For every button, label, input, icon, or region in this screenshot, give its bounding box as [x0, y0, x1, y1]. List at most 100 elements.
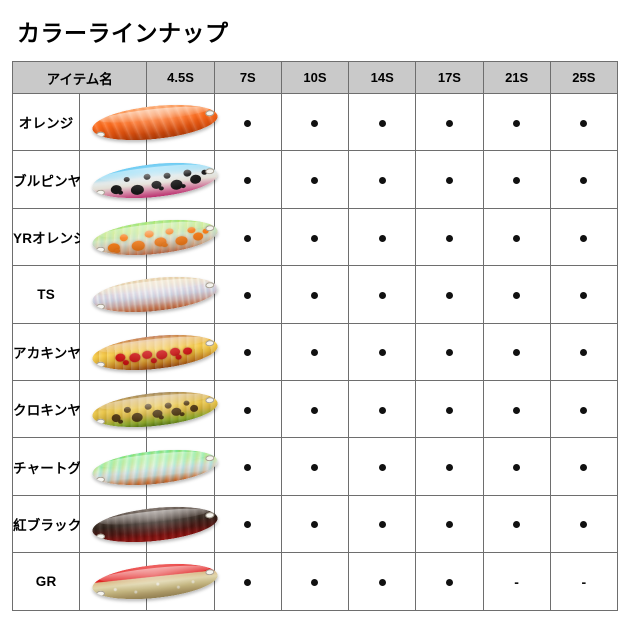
unavailable-dash-icon: - [581, 573, 587, 590]
availability-cell [549, 437, 619, 496]
available-dot-icon [580, 177, 588, 185]
availability-cell [415, 322, 484, 381]
available-dot-icon [311, 234, 319, 242]
availability-cell [482, 494, 551, 554]
lure-image [80, 440, 230, 494]
spoon-lure-body [90, 558, 220, 605]
lure-spot [182, 346, 193, 355]
lure-spot [158, 415, 164, 420]
lure-spot [118, 419, 124, 425]
lure-image [80, 554, 230, 608]
lure-spot [158, 185, 164, 191]
availability-cell [280, 379, 350, 439]
lure-spot [163, 171, 171, 179]
lure-image-cell [79, 150, 220, 209]
color-name-cell: ブルピンヤマメ [11, 150, 109, 209]
availability-cell [213, 494, 282, 554]
availability-cell [415, 265, 484, 324]
lure-spot [143, 172, 151, 180]
lure-spot [156, 348, 169, 360]
available-dot-icon [311, 464, 319, 472]
availability-cell [280, 437, 350, 496]
column-header-size-4-5s: 4.5S [146, 61, 215, 94]
lure-spot [123, 406, 131, 413]
availability-cell [280, 322, 350, 381]
available-dot-icon [311, 406, 319, 414]
availability-cell [415, 150, 484, 209]
available-dot-icon [513, 406, 521, 414]
availability-cell [348, 379, 417, 439]
unavailable-dash-icon: - [514, 573, 519, 590]
available-dot-icon [378, 406, 386, 414]
spoon-lure-body [90, 501, 220, 548]
lure-spot [130, 183, 145, 196]
spoon-lure-body [90, 444, 220, 491]
lure-image [80, 382, 230, 436]
availability-cell [348, 494, 417, 554]
available-dot-icon [445, 119, 453, 127]
availability-cell [549, 379, 619, 439]
lure-finish [90, 501, 220, 548]
lure-spot-pattern [91, 387, 220, 433]
availability-cell [348, 322, 417, 381]
availability-cell [280, 92, 350, 152]
available-dot-icon [311, 291, 319, 299]
color-name-cell: クロキンヤマメ [11, 379, 108, 439]
lure-image [80, 95, 230, 149]
available-dot-icon [580, 234, 588, 242]
available-dot-icon [311, 349, 319, 357]
table-body: オレンジブルピンヤマメ YRオレンジヤマメ TS アカキンヤマメ クロキンヤマメチャート… [11, 92, 619, 611]
available-dot-icon [513, 234, 521, 242]
availability-cell [482, 437, 551, 496]
lure-finish [90, 271, 220, 318]
table-row: 紅ブラック [11, 494, 619, 554]
available-dot-icon [378, 521, 386, 529]
page-title: カラーラインナップ [17, 20, 229, 46]
available-dot-icon [445, 406, 453, 414]
availability-cell [549, 494, 619, 554]
lure-spot [114, 248, 121, 254]
header-row: アイテム名 4.5S 7S 10S 14S 17S 21S 25S [11, 61, 619, 94]
column-header-size-14s: 14S [348, 61, 417, 94]
availability-cell [415, 552, 484, 611]
column-header-size-10s: 10S [280, 61, 350, 94]
column-header-item-name: アイテム名 [11, 61, 148, 94]
lure-image [80, 325, 230, 379]
availability-cell [280, 552, 350, 611]
available-dot-icon [580, 291, 588, 299]
lure-image [80, 497, 230, 551]
lure-finish [90, 99, 220, 146]
color-name-cell: GR [11, 552, 81, 611]
available-dot-icon [513, 349, 521, 357]
available-dot-icon [311, 177, 319, 185]
availability-cell [213, 379, 282, 439]
availability-cell: - [482, 552, 551, 611]
color-name-label: オレンジ [18, 116, 74, 132]
spoon-lure-body [90, 157, 220, 204]
lure-spot [119, 233, 129, 242]
table-row: YRオレンジヤマメ [11, 207, 619, 267]
color-name-label: GR [35, 573, 57, 589]
availability-cell [482, 265, 551, 324]
lure-spot-pattern [91, 214, 220, 260]
column-header-size-25s: 25S [549, 61, 619, 94]
available-dot-icon [445, 464, 453, 472]
availability-cell [280, 150, 350, 209]
lure-spot [180, 183, 187, 188]
availability-cell [549, 150, 619, 209]
availability-cell [482, 322, 551, 381]
color-name-label: TS [37, 286, 55, 302]
availability-cell [348, 265, 417, 324]
color-name-label: ブルピンヤマメ [13, 173, 109, 189]
available-dot-icon [580, 521, 588, 529]
available-dot-icon [244, 177, 252, 185]
available-dot-icon [445, 177, 453, 185]
color-name-label: チャートグロー [13, 460, 109, 476]
table-row: オレンジ [11, 92, 619, 152]
availability-cell [348, 207, 417, 267]
available-dot-icon [378, 177, 386, 185]
available-dot-icon [445, 291, 453, 299]
color-name-cell: アカキンヤマメ [11, 322, 108, 381]
availability-cell [213, 207, 282, 267]
lure-image-cell [79, 207, 220, 267]
